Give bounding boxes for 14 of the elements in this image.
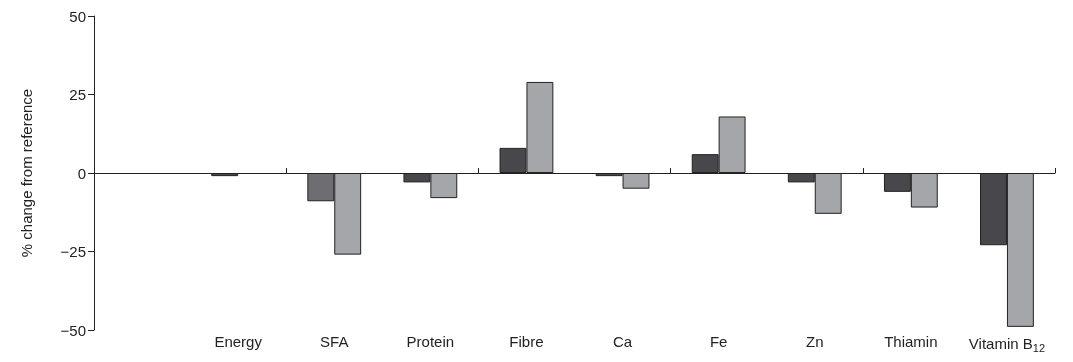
x-tick-label: Thiamin <box>884 333 938 350</box>
x-tick-label: Fe <box>709 333 728 350</box>
x-tick-label: SFA <box>320 333 349 350</box>
y-tick-label: −25 <box>60 243 86 260</box>
x-tick-label: Ca <box>612 333 633 350</box>
y-tick-label: 0 <box>77 164 86 182</box>
x-tick-label: Fibre <box>509 333 544 350</box>
x-tick-label: Energy <box>214 333 263 350</box>
y-tick-label: −50 <box>60 321 86 339</box>
x-tick-label: Protein <box>406 333 455 350</box>
y-tick-label: 50 <box>69 7 86 25</box>
x-tick-label: Zn <box>805 333 824 350</box>
y-axis-title: % change from reference <box>18 88 35 258</box>
y-tick-label: 25 <box>69 86 86 103</box>
